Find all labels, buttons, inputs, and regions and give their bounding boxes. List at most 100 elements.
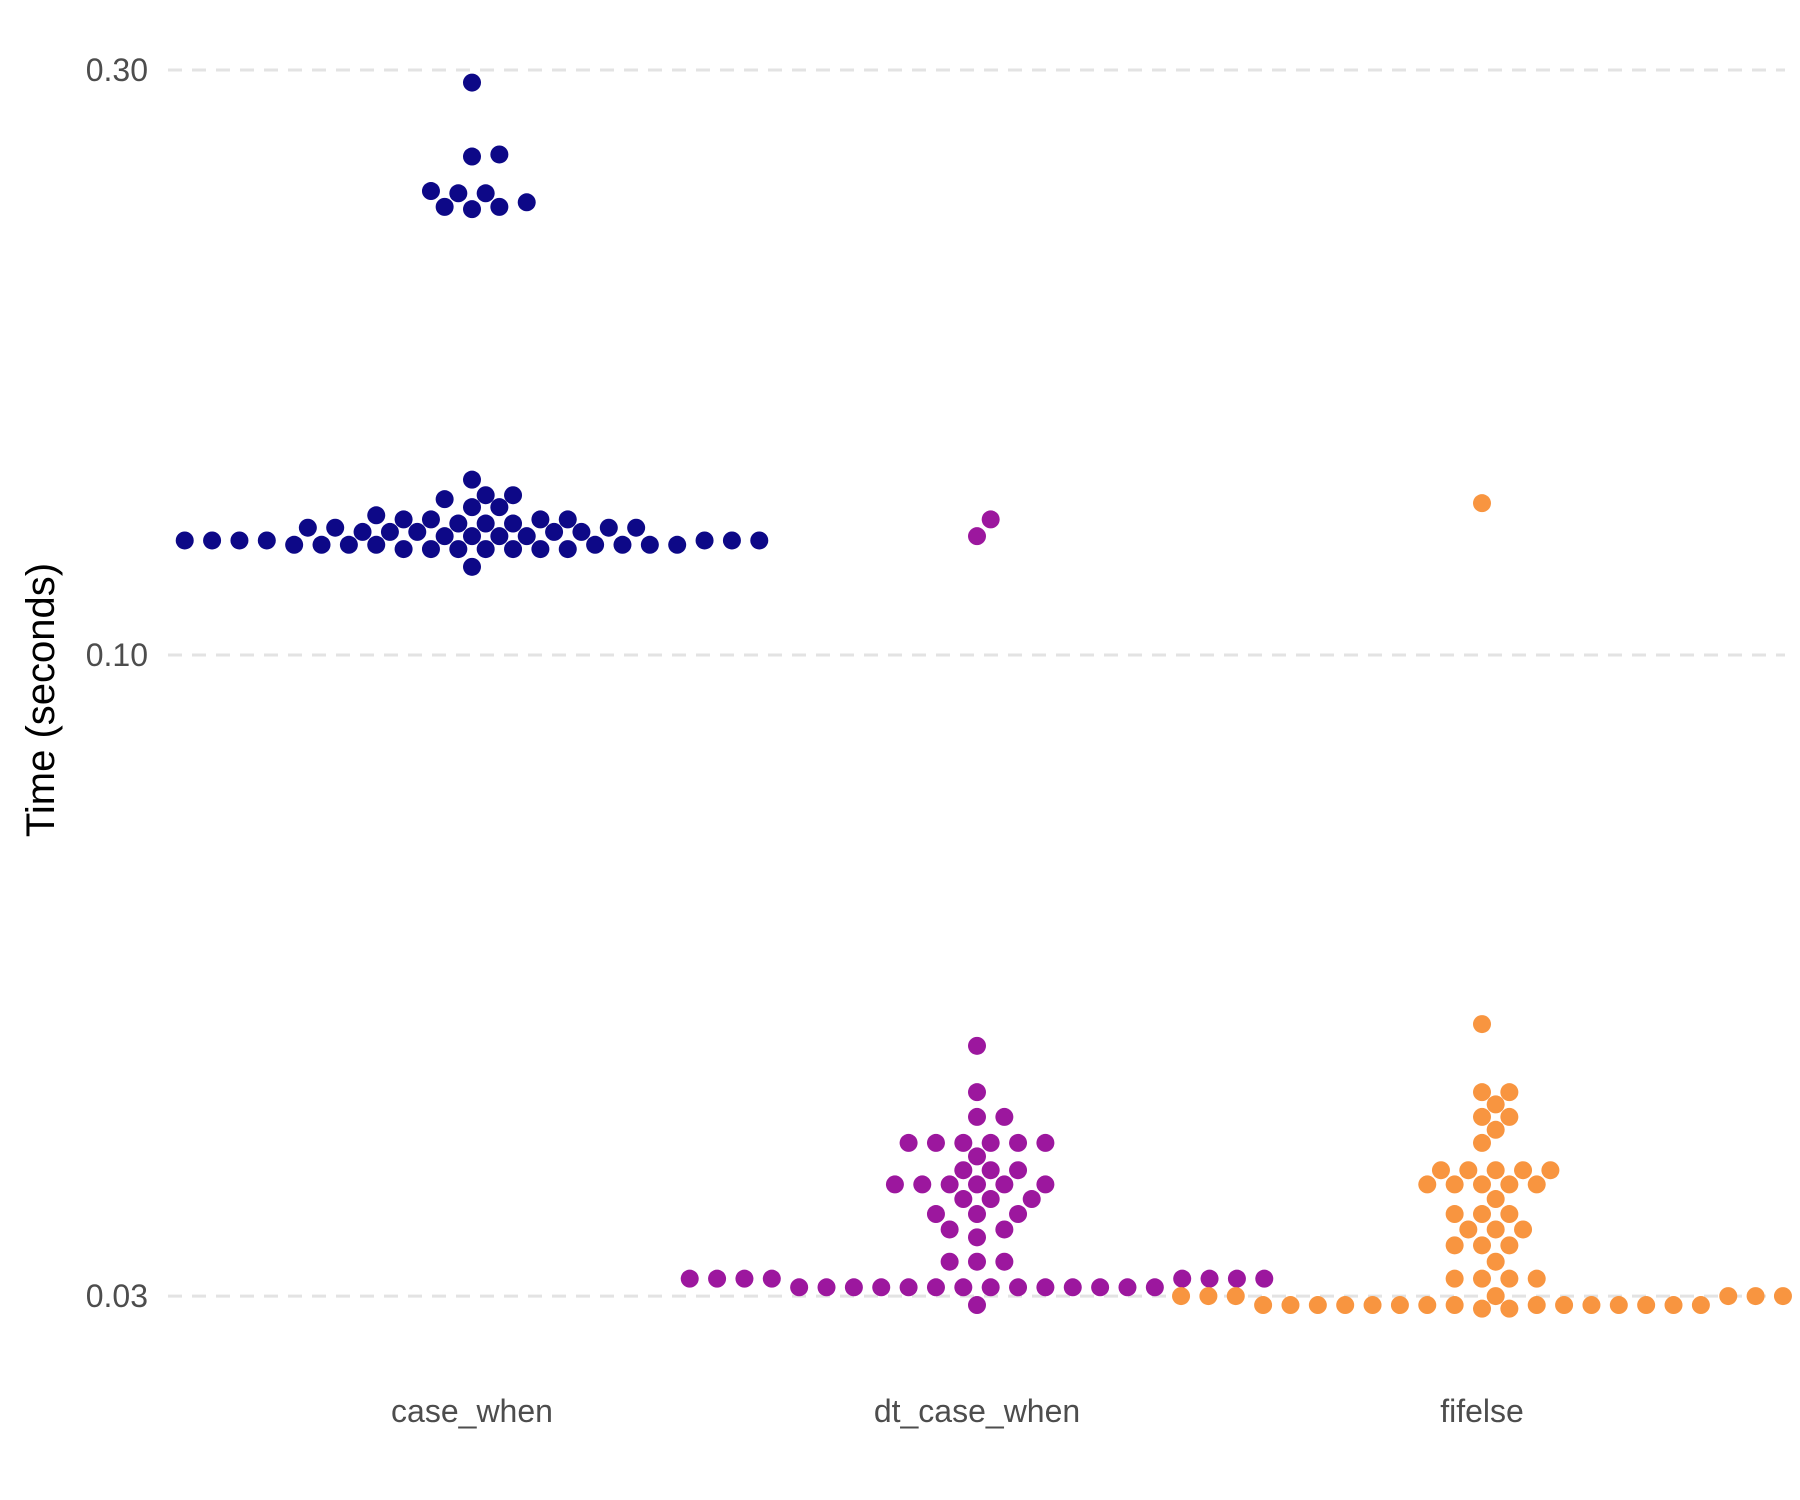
point-case-when: [449, 184, 468, 203]
point-fifelse: [1719, 1287, 1738, 1306]
point-case-when: [504, 514, 523, 533]
point-fifelse: [1500, 1083, 1519, 1102]
point-fifelse: [1473, 1236, 1491, 1255]
point-dt-case-when: [1022, 1190, 1041, 1209]
point-fifelse: [1445, 1296, 1464, 1315]
y-tick-label: 0.10: [86, 637, 148, 673]
point-case-when: [435, 490, 454, 509]
point-case-when: [435, 197, 454, 216]
point-case-when: [421, 182, 440, 201]
point-case-when: [558, 540, 577, 559]
point-case-when: [463, 498, 481, 517]
point-case-when: [421, 510, 440, 529]
point-case-when: [394, 510, 413, 529]
point-dt-case-when: [968, 1228, 986, 1247]
point-case-when: [463, 200, 481, 219]
point-dt-case-when: [1036, 1278, 1055, 1297]
point-fifelse: [1445, 1236, 1464, 1255]
x-tick-label: dt_case_when: [874, 1393, 1080, 1429]
point-dt-case-when: [790, 1278, 809, 1297]
point-case-when: [476, 540, 495, 559]
point-fifelse: [1459, 1161, 1478, 1180]
point-dt-case-when: [981, 1161, 1000, 1180]
point-case-when: [572, 522, 591, 541]
point-case-when: [476, 184, 495, 203]
point-dt-case-when: [968, 1147, 986, 1166]
point-dt-case-when: [1091, 1278, 1110, 1297]
point-case-when: [490, 498, 509, 517]
point-case-when: [490, 527, 509, 546]
point-dt-case-when: [1009, 1205, 1028, 1224]
point-dt-case-when: [968, 1205, 986, 1224]
point-fifelse: [1459, 1220, 1478, 1239]
point-case-when: [463, 557, 481, 576]
point-case-when: [722, 531, 741, 550]
point-dt-case-when: [968, 1296, 986, 1315]
point-fifelse: [1609, 1296, 1628, 1315]
point-fifelse: [1500, 1269, 1519, 1288]
point-dt-case-when: [981, 1190, 1000, 1209]
point-case-when: [586, 535, 605, 554]
point-case-when: [599, 518, 618, 537]
point-dt-case-when: [954, 1133, 973, 1152]
point-case-when: [339, 535, 358, 554]
point-dt-case-when: [1009, 1161, 1028, 1180]
point-case-when: [463, 73, 481, 92]
point-case-when: [490, 145, 509, 164]
point-fifelse: [1527, 1175, 1546, 1194]
point-fifelse: [1486, 1252, 1505, 1271]
point-fifelse: [1527, 1269, 1546, 1288]
point-fifelse: [1486, 1120, 1505, 1139]
point-case-when: [203, 531, 222, 550]
point-fifelse: [1473, 1175, 1491, 1194]
point-dt-case-when: [940, 1252, 959, 1271]
point-dt-case-when: [954, 1278, 973, 1297]
point-fifelse: [1500, 1236, 1519, 1255]
point-dt-case-when: [1227, 1269, 1246, 1288]
point-fifelse: [1486, 1220, 1505, 1239]
point-case-when: [490, 197, 509, 216]
point-fifelse: [1541, 1161, 1560, 1180]
point-case-when: [449, 540, 468, 559]
point-fifelse: [1363, 1296, 1382, 1315]
point-dt-case-when: [1009, 1133, 1028, 1152]
point-fifelse: [1746, 1287, 1765, 1306]
point-dt-case-when: [844, 1278, 863, 1297]
point-dt-case-when: [913, 1175, 932, 1194]
point-fifelse: [1486, 1095, 1505, 1114]
point-dt-case-when: [995, 1252, 1014, 1271]
point-dt-case-when: [968, 1252, 986, 1271]
point-dt-case-when: [995, 1220, 1014, 1239]
point-case-when: [463, 147, 481, 166]
point-fifelse: [1527, 1296, 1546, 1315]
point-dt-case-when: [762, 1269, 781, 1288]
point-fifelse: [1473, 1107, 1491, 1126]
point-dt-case-when: [981, 1133, 1000, 1152]
point-dt-case-when: [981, 510, 1000, 529]
point-fifelse: [1500, 1107, 1519, 1126]
x-tick-label: case_when: [391, 1393, 553, 1429]
point-dt-case-when: [995, 1175, 1014, 1194]
point-dt-case-when: [954, 1161, 973, 1180]
point-fifelse: [1445, 1269, 1464, 1288]
point-case-when: [380, 522, 399, 541]
point-case-when: [435, 527, 454, 546]
point-fifelse: [1172, 1287, 1191, 1306]
y-tick-label: 0.03: [86, 1278, 148, 1314]
point-dt-case-when: [1255, 1269, 1274, 1288]
point-dt-case-when: [968, 1175, 986, 1194]
point-fifelse: [1418, 1175, 1437, 1194]
point-case-when: [312, 535, 331, 554]
point-fifelse: [1281, 1296, 1300, 1315]
point-case-when: [558, 510, 577, 529]
point-case-when: [476, 514, 495, 533]
point-fifelse: [1473, 1083, 1491, 1102]
point-dt-case-when: [968, 1036, 986, 1055]
point-fifelse: [1486, 1161, 1505, 1180]
point-case-when: [463, 470, 481, 489]
point-fifelse: [1500, 1175, 1519, 1194]
point-case-when: [695, 531, 714, 550]
point-dt-case-when: [899, 1133, 918, 1152]
point-case-when: [175, 531, 194, 550]
